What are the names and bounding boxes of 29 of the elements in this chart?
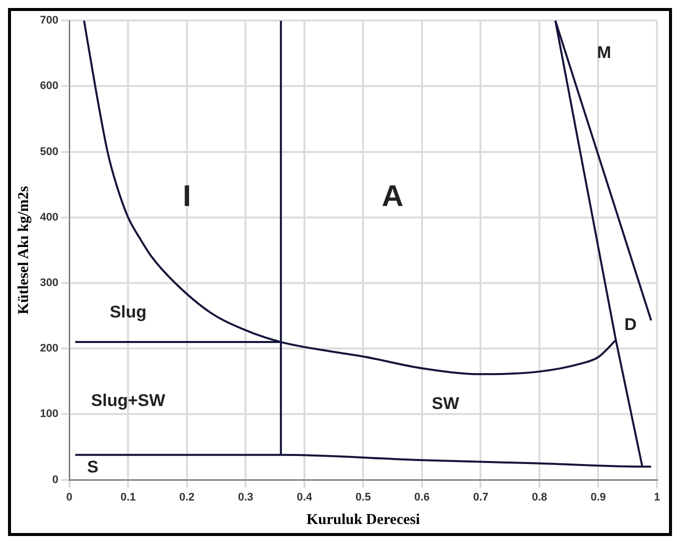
x-tick-label: 0.4 [296,491,313,504]
y-axis-title: Kütlesel Akı kg/m2s [16,186,32,314]
y-tick-label: 300 [40,277,58,290]
x-tick-label: 0.9 [590,491,606,504]
x-tick-label: 0.5 [356,491,371,504]
x-tick-label: 0 [66,491,72,504]
x-tick-label: 0.1 [120,491,136,504]
y-tick-label: 500 [40,146,58,158]
x-tick-label: 1 [654,491,660,504]
y-tick-label: 0 [52,474,58,486]
annotation: I [182,180,192,214]
annotation: S [87,458,99,477]
annotation: Slug+SW [91,390,166,410]
annotation: M [597,42,612,62]
x-axis-title: Kuruluk Derecesi [306,512,420,528]
y-tick-label: 400 [40,211,58,224]
x-tick-label: 0.8 [532,491,548,504]
annotation: A [382,180,404,214]
x-tick-label: 0.6 [414,491,430,504]
y-tick-label: 200 [40,342,58,355]
x-tick-label: 0.3 [238,491,254,504]
x-tick-label: 0.2 [179,491,195,504]
y-tick-label: 700 [40,14,58,27]
x-tick-label: 0.7 [473,491,488,504]
annotation: D [624,315,637,334]
annotation: SW [432,394,460,414]
y-tick-label: 600 [40,80,58,92]
annotation: Slug [110,302,147,322]
y-tick-label: 100 [40,408,58,420]
